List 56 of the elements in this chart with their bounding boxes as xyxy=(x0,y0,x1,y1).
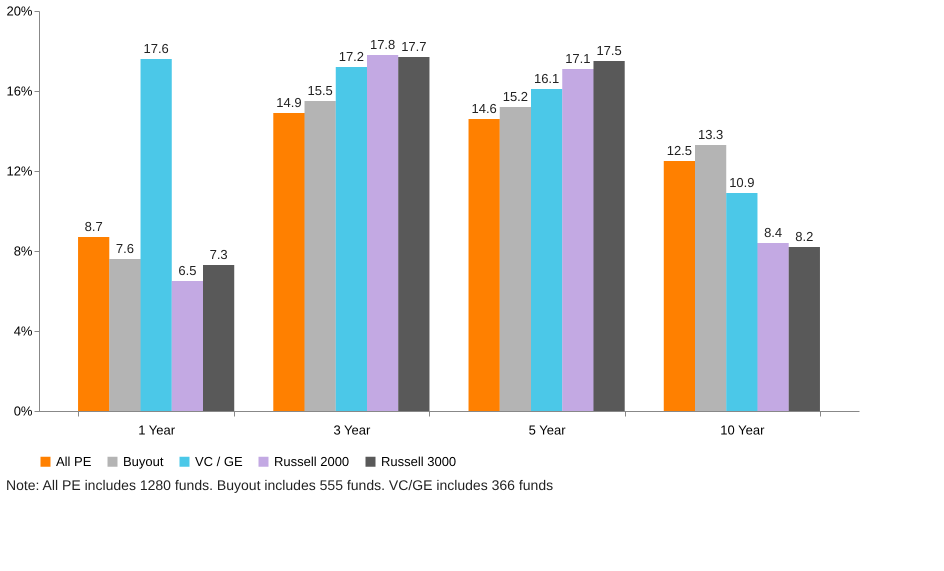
bar xyxy=(757,243,789,411)
legend-label: VC / GE xyxy=(195,454,244,469)
data-label: 8.4 xyxy=(764,225,782,240)
data-label: 14.9 xyxy=(276,95,302,110)
x-tick-label: 3 Year xyxy=(333,422,371,438)
bar xyxy=(664,161,695,411)
bar xyxy=(203,265,234,411)
data-label: 8.2 xyxy=(795,229,814,244)
y-tick-label: 20% xyxy=(6,4,33,18)
legend-label: All PE xyxy=(56,454,92,469)
legend-label: Russell 3000 xyxy=(381,454,456,469)
bar xyxy=(304,101,336,411)
data-label: 14.6 xyxy=(471,101,497,116)
text: Note: All PE includes 1280 funds. Buyout includes 555 funds. VC/GE includes 366 funds xyxy=(6,477,554,493)
x-tick-label: 5 Year xyxy=(528,422,566,438)
bar xyxy=(273,113,305,411)
bar xyxy=(172,281,203,411)
data-label: 15.5 xyxy=(307,83,333,98)
legend-label: Russell 2000 xyxy=(274,454,350,469)
data-label: 8.7 xyxy=(84,219,103,234)
y-tick-label: 0% xyxy=(14,404,33,418)
data-label: 17.8 xyxy=(370,37,396,52)
bar xyxy=(78,237,110,411)
bar xyxy=(500,107,531,411)
y-tick-label: 12% xyxy=(6,164,33,178)
y-tick-label: 4% xyxy=(14,324,33,338)
bar xyxy=(788,247,820,411)
bar xyxy=(398,57,430,411)
bar xyxy=(336,67,367,411)
data-label: 7.3 xyxy=(210,247,228,262)
bar xyxy=(367,55,398,411)
x-tick-label: 1 Year xyxy=(138,422,176,438)
bar xyxy=(726,193,758,411)
bar xyxy=(468,119,500,411)
y-tick-label: 8% xyxy=(14,244,33,258)
data-label: 10.9 xyxy=(729,175,755,190)
legend-label: Buyout xyxy=(123,454,164,469)
data-label: 15.2 xyxy=(502,89,528,104)
data-label: 17.1 xyxy=(565,51,591,66)
bar xyxy=(140,59,172,411)
y-tick-label: 16% xyxy=(6,84,33,98)
bar xyxy=(593,61,625,411)
data-label: 17.7 xyxy=(401,39,427,54)
bar xyxy=(531,89,562,411)
bar xyxy=(562,69,594,411)
data-label: 17.6 xyxy=(143,41,169,56)
data-label: 13.3 xyxy=(698,127,724,142)
data-label: 16.1 xyxy=(534,71,560,86)
data-label: 7.6 xyxy=(116,241,134,256)
data-label: 12.5 xyxy=(666,143,692,158)
data-label: 17.5 xyxy=(596,43,622,58)
data-label: 17.2 xyxy=(338,49,364,64)
data-label: 6.5 xyxy=(178,263,196,278)
bar xyxy=(109,259,141,411)
x-tick-label: 10 Year xyxy=(720,422,766,438)
bar xyxy=(695,145,726,411)
